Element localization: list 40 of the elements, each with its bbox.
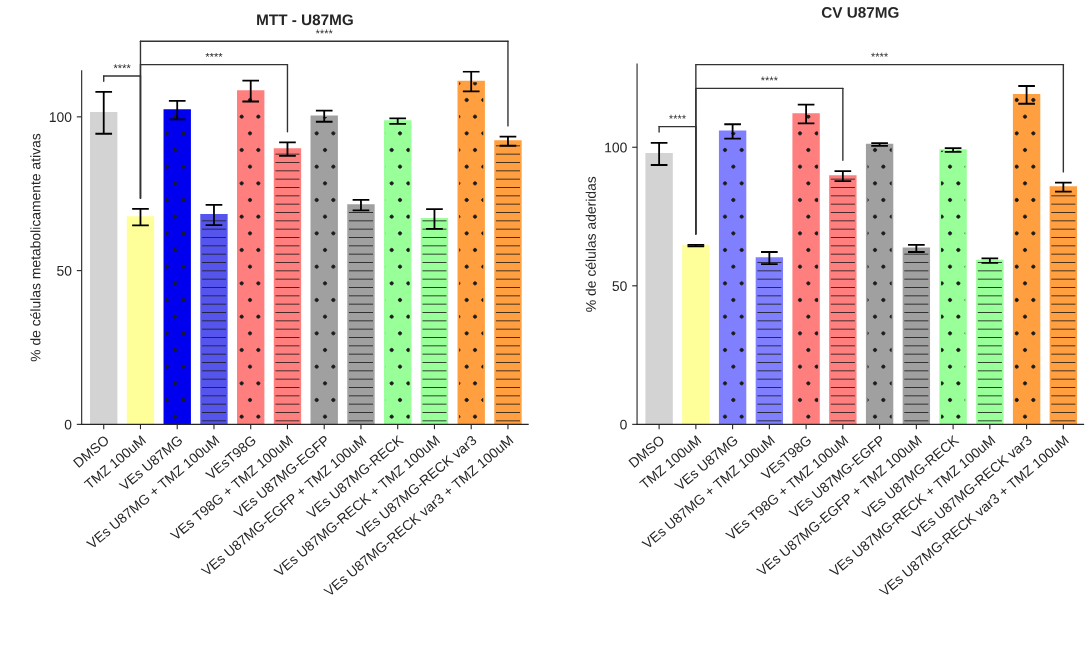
bar bbox=[347, 204, 375, 425]
bar bbox=[1012, 94, 1041, 425]
bar bbox=[1049, 186, 1078, 425]
bar bbox=[237, 90, 265, 425]
bar bbox=[420, 218, 449, 425]
annotation: **** bbox=[760, 76, 778, 81]
bar bbox=[645, 153, 673, 425]
bar bbox=[902, 247, 931, 425]
bar bbox=[829, 175, 857, 425]
bar bbox=[718, 130, 747, 425]
chart-title: CV U87MG bbox=[821, 7, 899, 18]
bar bbox=[494, 140, 522, 425]
text: **** bbox=[871, 52, 889, 57]
bar bbox=[457, 80, 485, 425]
y-tick-label: 100 bbox=[605, 142, 627, 153]
y-tick-label: 50 bbox=[612, 281, 627, 291]
y-tick-label: 100 bbox=[49, 112, 72, 123]
text: **** bbox=[113, 64, 131, 69]
y-tick-label: 0 bbox=[620, 419, 627, 430]
bar bbox=[163, 109, 191, 425]
bar bbox=[755, 257, 784, 425]
y-axis-title: % de células aderidas bbox=[585, 176, 596, 312]
bar bbox=[792, 113, 820, 425]
bar bbox=[865, 143, 894, 425]
annotation: **** bbox=[669, 114, 686, 119]
bar bbox=[310, 115, 338, 425]
y-tick-label: 0 bbox=[64, 419, 72, 430]
bar bbox=[384, 120, 412, 425]
text: **** bbox=[315, 29, 333, 34]
y-tick-label: 50 bbox=[57, 265, 72, 276]
bar bbox=[200, 214, 228, 425]
bar bbox=[976, 259, 1004, 425]
bar bbox=[682, 244, 710, 425]
chart-title: MTT - U87MG bbox=[257, 14, 353, 26]
y-axis-title: % de células metabolicamente ativas bbox=[30, 133, 41, 362]
text: **** bbox=[205, 52, 223, 57]
bar bbox=[273, 148, 302, 425]
bar bbox=[939, 149, 967, 425]
bar bbox=[126, 216, 155, 425]
bar bbox=[90, 112, 118, 425]
